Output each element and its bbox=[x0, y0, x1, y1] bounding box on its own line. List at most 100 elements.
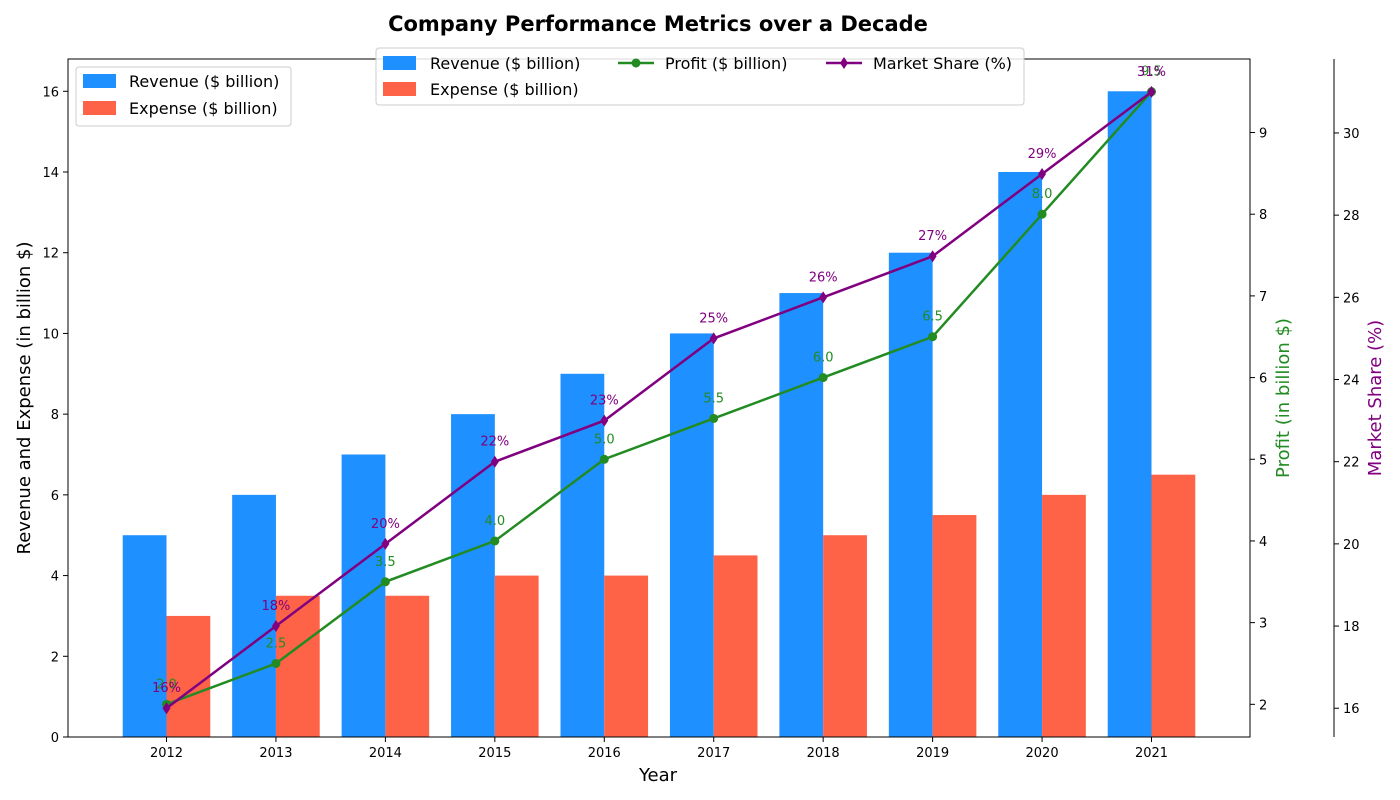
x-tick-label-2017: 2017 bbox=[697, 746, 730, 761]
market-share-tick-label-28: 28 bbox=[1343, 209, 1360, 224]
bar-expense-2017 bbox=[713, 555, 758, 737]
market-share-tick-label-20: 20 bbox=[1343, 538, 1360, 553]
left-tick-label-8: 8 bbox=[51, 408, 59, 423]
profit-axis-label: Profit (in billion $) bbox=[1273, 318, 1294, 478]
left-tick-label-2: 2 bbox=[51, 650, 59, 665]
bar-revenue-2017 bbox=[669, 333, 714, 737]
profit-point-2015 bbox=[490, 536, 500, 546]
market-share-point-2017 bbox=[709, 332, 718, 345]
x-tick-label-2021: 2021 bbox=[1135, 746, 1168, 761]
left-axis-label: Revenue and Expense (in billion $) bbox=[14, 241, 35, 554]
bar-expense-2012 bbox=[166, 615, 211, 737]
profit-point-2017 bbox=[709, 413, 719, 423]
profit-tick-label-8: 8 bbox=[1259, 208, 1267, 223]
market-share-tick-label-16: 16 bbox=[1343, 702, 1360, 717]
profit-label-2016: 5.0 bbox=[594, 432, 615, 447]
x-tick-label-2020: 2020 bbox=[1026, 746, 1059, 761]
market-share-tick-label-18: 18 bbox=[1343, 620, 1360, 635]
bar-revenue-2021 bbox=[1107, 91, 1152, 738]
x-tick-label-2014: 2014 bbox=[369, 746, 402, 761]
x-tick-label-2012: 2012 bbox=[150, 746, 183, 761]
left-tick-label-10: 10 bbox=[42, 327, 59, 342]
bar-expense-2014 bbox=[385, 595, 430, 737]
profit-label-2020: 8.0 bbox=[1032, 187, 1053, 202]
market-share-tick-label-26: 26 bbox=[1343, 291, 1360, 306]
profit-label-2012: 2.0 bbox=[156, 677, 177, 692]
bar-revenue-2014 bbox=[341, 454, 386, 737]
legend2-marker-market-share bbox=[840, 57, 848, 69]
market-share-axis-label: Market Share (%) bbox=[1365, 320, 1386, 476]
profit-label-2017: 5.5 bbox=[703, 391, 724, 406]
legend2-swatch-expense bbox=[383, 82, 416, 96]
bar-revenue-2013 bbox=[232, 494, 276, 737]
market-share-label-2019: 27% bbox=[918, 229, 947, 244]
bar-revenue-2020 bbox=[998, 172, 1043, 737]
market-share-point-2015 bbox=[490, 455, 499, 468]
legend-bars: Revenue ($ billion) Expense ($ billion) bbox=[75, 66, 292, 127]
market-share-label-2014: 20% bbox=[371, 517, 400, 532]
bar-expense-2020 bbox=[1042, 494, 1086, 737]
bar-expense-2021 bbox=[1151, 474, 1196, 737]
bar-expense-2013 bbox=[275, 595, 320, 737]
profit-tick-label-6: 6 bbox=[1259, 372, 1267, 387]
bar-revenue-2015 bbox=[451, 414, 495, 737]
bar-expense-2015 bbox=[494, 575, 539, 737]
market-share-line bbox=[165, 90, 1153, 710]
market-share-label-2015: 22% bbox=[480, 435, 509, 450]
market-share-tick-label-22: 22 bbox=[1343, 456, 1360, 471]
market-share-label-2021: 31% bbox=[1137, 65, 1166, 80]
market-share-label-2013: 18% bbox=[261, 599, 290, 614]
legend2-label-expense: Expense ($ billion) bbox=[430, 80, 579, 99]
x-tick-label-2018: 2018 bbox=[807, 746, 840, 761]
market-share-point-2013 bbox=[271, 620, 280, 633]
profit-point-2016 bbox=[599, 454, 609, 464]
market-share-point-2016 bbox=[600, 414, 609, 427]
profit-point-2019 bbox=[928, 332, 938, 342]
x-tick-label-2016: 2016 bbox=[588, 746, 621, 761]
left-tick-label-6: 6 bbox=[51, 489, 59, 504]
profit-label-2021: 9.5 bbox=[1141, 65, 1162, 80]
market-share-point-2021 bbox=[1147, 85, 1156, 98]
market-share-label-2012: 16% bbox=[152, 681, 181, 696]
market-share-point-2012 bbox=[162, 702, 171, 715]
profit-tick-label-4: 4 bbox=[1259, 535, 1267, 550]
market-share-point-2014 bbox=[381, 537, 390, 550]
bar-expense-2016 bbox=[604, 575, 649, 737]
profit-label-2014: 3.5 bbox=[375, 555, 396, 570]
legend-label-expense: Expense ($ billion) bbox=[129, 99, 278, 118]
market-share-label-2020: 29% bbox=[1028, 147, 1057, 162]
chart-title: Company Performance Metrics over a Decad… bbox=[388, 12, 928, 36]
legend2-swatch-revenue bbox=[383, 56, 416, 70]
market-share-point-2020 bbox=[1038, 168, 1047, 181]
left-tick-label-4: 4 bbox=[51, 570, 59, 585]
profit-point-2020 bbox=[1037, 209, 1047, 219]
left-tick-label-0: 0 bbox=[51, 731, 59, 746]
legend2-label-revenue: Revenue ($ billion) bbox=[430, 54, 580, 73]
legend2-label-profit: Profit ($ billion) bbox=[665, 54, 787, 73]
profit-tick-label-3: 3 bbox=[1259, 617, 1267, 632]
legend2-marker-profit bbox=[631, 58, 641, 68]
legend-bars-box bbox=[75, 66, 292, 127]
profit-point-2014 bbox=[380, 577, 390, 587]
bar-revenue-2012 bbox=[122, 535, 167, 737]
market-share-point-2019 bbox=[928, 250, 937, 263]
profit-label-2013: 2.5 bbox=[266, 636, 287, 651]
profit-label-2019: 6.5 bbox=[922, 310, 943, 325]
legend-swatch-revenue bbox=[83, 74, 116, 88]
profit-label-2018: 6.0 bbox=[813, 351, 834, 366]
x-tick-label-2013: 2013 bbox=[259, 746, 292, 761]
profit-point-2018 bbox=[818, 373, 828, 383]
legend-swatch-expense bbox=[83, 101, 116, 115]
market-share-label-2018: 26% bbox=[809, 270, 838, 285]
profit-tick-label-2: 2 bbox=[1259, 698, 1267, 713]
bar-revenue-2018 bbox=[779, 293, 824, 737]
profit-line bbox=[166, 90, 1153, 706]
left-tick-label-14: 14 bbox=[42, 166, 59, 181]
legend-all: Revenue ($ billion) Expense ($ billion) Pr… bbox=[375, 47, 1025, 106]
profit-point-2013 bbox=[271, 658, 281, 668]
legend2-label-market-share: Market Share (%) bbox=[873, 54, 1012, 73]
bar-revenue-2019 bbox=[888, 252, 933, 737]
bar-expense-2019 bbox=[932, 515, 977, 737]
profit-tick-label-5: 5 bbox=[1259, 453, 1267, 468]
